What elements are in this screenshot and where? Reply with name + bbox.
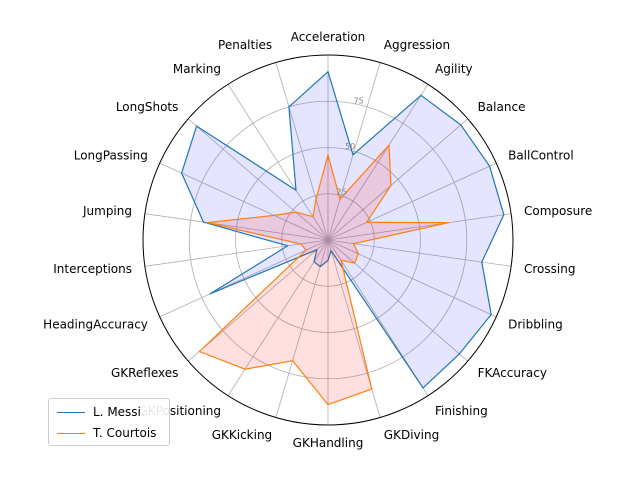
grid-spoke-17 bbox=[144, 213, 329, 241]
series-0-point-2 bbox=[420, 94, 422, 96]
axis-label-1: Aggression bbox=[384, 38, 450, 52]
radial-tick-2: 75 bbox=[354, 97, 364, 106]
series-1-point-10 bbox=[371, 388, 373, 390]
series-0-point-5 bbox=[503, 214, 505, 216]
legend-label-messi: L. Messi bbox=[93, 405, 141, 419]
axis-label-5: Composure bbox=[524, 204, 592, 218]
axis-label-14: GKReflexes bbox=[111, 366, 178, 380]
radial-tick-0: 25 bbox=[337, 188, 347, 197]
grid-spoke-14 bbox=[187, 239, 329, 362]
series-0-point-8 bbox=[458, 353, 460, 355]
series-0-point-11 bbox=[327, 259, 329, 261]
axis-label-17: Jumping bbox=[82, 204, 132, 218]
axis-label-6: Crossing bbox=[524, 262, 575, 276]
axis-label-16: Interceptions bbox=[53, 262, 132, 276]
series-0-point-21 bbox=[288, 106, 290, 108]
series-1-point-6 bbox=[353, 243, 355, 245]
series-fill-0 bbox=[181, 71, 504, 388]
series-1-point-13 bbox=[244, 368, 246, 370]
grid-spoke-18 bbox=[159, 162, 329, 241]
axis-label-15: HeadingAccuracy bbox=[43, 317, 148, 331]
grid-spoke-1 bbox=[327, 62, 381, 241]
outer-frame bbox=[142, 54, 514, 426]
axis-labels: Acceleration Aggression Agility Balance Ball… bbox=[43, 30, 592, 450]
series-1-point-8 bbox=[354, 262, 356, 264]
series-1-point-15 bbox=[305, 249, 307, 251]
axis-label-11: GKHandling bbox=[293, 436, 364, 450]
axis-label-10: GKDiving bbox=[384, 428, 439, 442]
legend-label-courtois: T. Courtois bbox=[93, 426, 157, 440]
series-0-point-1 bbox=[352, 154, 354, 156]
series-1-point-18 bbox=[273, 214, 275, 216]
series-1-point-16 bbox=[299, 243, 302, 245]
legend-swatch-courtois bbox=[57, 432, 85, 434]
series-fill-1 bbox=[199, 145, 449, 405]
grid-spoke-3 bbox=[327, 118, 469, 241]
series-layer bbox=[181, 71, 505, 406]
axis-label-8: FKAccuracy bbox=[478, 366, 547, 380]
legend-item-courtois: T. Courtois bbox=[57, 424, 156, 442]
series-0-point-16 bbox=[287, 245, 289, 247]
series-1-point-12 bbox=[292, 360, 294, 362]
grid-spoke-4 bbox=[327, 162, 497, 241]
axis-label-4: BallControl bbox=[508, 149, 574, 163]
grid-spoke-15 bbox=[159, 239, 329, 318]
grid-spoke-19 bbox=[187, 118, 329, 241]
grid-spoke-5 bbox=[327, 213, 512, 241]
series-0-point-18 bbox=[181, 172, 183, 174]
grid-spoke-2 bbox=[327, 84, 429, 241]
grid-spoke-16 bbox=[144, 239, 329, 267]
grid-spoke-20 bbox=[227, 84, 329, 241]
series-0-point-12 bbox=[319, 266, 321, 268]
series-1-point-14 bbox=[198, 350, 200, 353]
axis-label-18: LongPassing bbox=[74, 149, 148, 163]
series-0-point-7 bbox=[490, 313, 492, 316]
series-0-point-4 bbox=[489, 165, 491, 167]
series-1-point-19 bbox=[295, 211, 297, 213]
series-0-point-17 bbox=[202, 221, 205, 223]
series-1-point-2 bbox=[388, 144, 390, 146]
grid-spoke-21 bbox=[275, 62, 329, 241]
series-0-point-9 bbox=[422, 387, 424, 389]
axis-label-21: Penalties bbox=[218, 38, 272, 52]
series-1-point-1 bbox=[339, 198, 341, 200]
series-0-point-20 bbox=[295, 189, 297, 191]
series-1-point-11 bbox=[327, 404, 329, 406]
series-0-point-15 bbox=[209, 293, 211, 295]
series-0-point-19 bbox=[196, 125, 198, 127]
series-0-point-0 bbox=[327, 71, 329, 73]
series-1-point-0 bbox=[327, 154, 329, 156]
series-1-point-3 bbox=[390, 184, 392, 187]
legend-swatch-messi bbox=[57, 411, 85, 413]
series-1-point-20 bbox=[312, 216, 314, 218]
legend: L. Messi T. Courtois bbox=[48, 398, 170, 446]
series-0-point-13 bbox=[313, 261, 315, 263]
series-0-point-10 bbox=[330, 250, 332, 252]
series-1-point-4 bbox=[366, 221, 368, 223]
axis-label-7: Dribbling bbox=[508, 317, 563, 331]
series-0-point-14 bbox=[316, 249, 318, 251]
axis-label-0: Acceleration bbox=[291, 30, 366, 44]
series-0-point-6 bbox=[481, 261, 483, 263]
series-0-point-3 bbox=[460, 124, 462, 126]
series-1-point-5 bbox=[448, 222, 450, 224]
series-1-point-17 bbox=[206, 222, 208, 224]
series-1-point-7 bbox=[357, 253, 359, 255]
series-1-point-9 bbox=[340, 259, 342, 261]
axis-label-9: Finishing bbox=[435, 404, 488, 418]
grid-spoke-6 bbox=[327, 239, 512, 267]
series-1-point-21 bbox=[315, 198, 317, 200]
axis-label-20: Marking bbox=[173, 62, 221, 76]
grid-spoke-12 bbox=[275, 239, 329, 418]
grid-spoke-8 bbox=[327, 239, 469, 362]
radial-tick-labels: 25 50 75 bbox=[337, 97, 364, 197]
axis-label-3: Balance bbox=[478, 100, 526, 114]
axis-label-2: Agility bbox=[435, 62, 473, 76]
axis-label-12: GKKicking bbox=[212, 428, 272, 442]
legend-item-messi: L. Messi bbox=[57, 403, 141, 421]
radial-tick-1: 50 bbox=[345, 142, 355, 151]
grid-spoke-7 bbox=[327, 239, 497, 318]
axis-label-19: LongShots bbox=[116, 100, 179, 114]
